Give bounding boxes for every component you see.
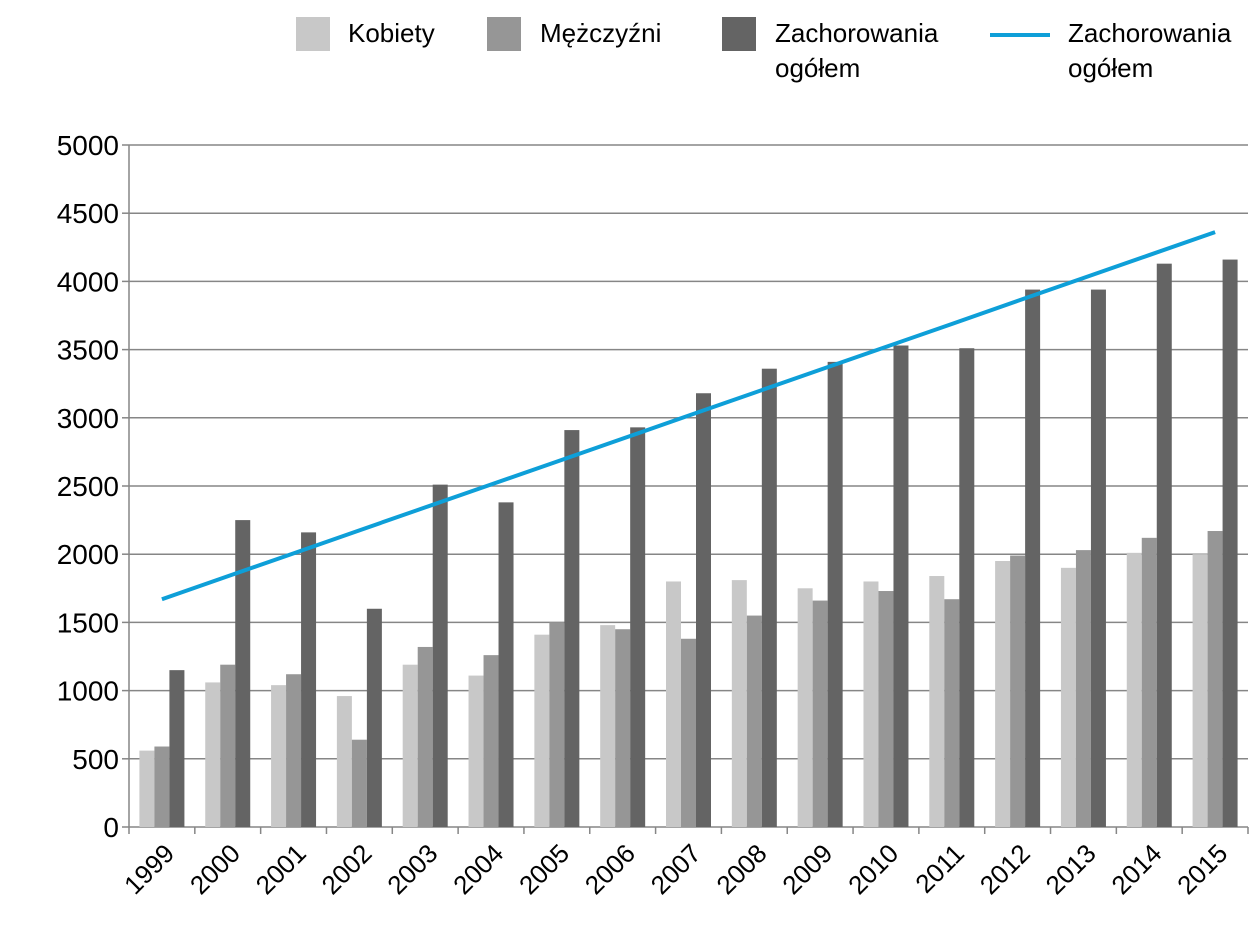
legend-swatch [296,17,330,51]
y-tick-label: 0 [103,812,119,843]
legend-label: Zachorowania ogółem [1068,18,1232,83]
legend-line [990,33,1050,37]
bar [432,484,448,827]
trend-line [161,230,1216,602]
legend-swatch [722,17,756,51]
bar [534,634,550,827]
bar [878,591,894,827]
y-tick-label: 1000 [57,676,119,707]
x-tick-label: 2014 [1105,838,1167,900]
x-tick-label: 2009 [776,838,838,900]
bar [154,746,170,827]
bar [827,361,843,827]
bar [498,502,514,827]
bar [366,608,382,827]
y-tick-label: 500 [72,744,119,775]
bar [959,348,975,827]
x-tick-label: 2015 [1171,838,1233,900]
legend-label: Kobiety [348,18,435,48]
bar [271,685,287,827]
bar [351,739,367,827]
x-tick-label: 2011 [909,838,970,899]
y-tick-label: 4000 [57,266,119,297]
x-tick-label: 2007 [645,838,707,900]
bar [893,345,909,827]
x-tick-label: 1999 [118,838,180,900]
bar [746,615,762,827]
bar [235,520,251,827]
bar [564,430,580,827]
bar [731,580,747,827]
bar [1090,289,1106,828]
legend-label: Mężczyźni [540,18,662,48]
bar [549,622,565,827]
y-tick-label: 2000 [57,539,119,570]
x-tick-label: 2004 [447,838,509,900]
x-tick-label: 2001 [250,838,312,900]
x-tick-label: 2010 [842,838,904,900]
bar [286,674,302,827]
bar [1207,531,1223,827]
bar [863,581,879,827]
bar [1141,537,1157,827]
bar [995,561,1011,827]
legend-label: Zachorowania ogółem [775,18,939,83]
bar [761,368,777,827]
x-tick-label: 2002 [316,838,378,900]
bar [1010,555,1026,827]
bar [1156,263,1172,828]
bar [468,675,484,827]
bar [483,655,499,827]
legend-swatch [487,17,521,51]
bar [1222,259,1238,827]
bar [797,588,813,827]
x-tick-label: 2000 [184,838,246,900]
bar [681,638,696,827]
bar [696,393,711,827]
y-tick-label: 5000 [57,130,119,161]
x-tick-label: 2005 [513,838,575,900]
bar [615,629,631,827]
bar [220,664,236,827]
bar [944,599,960,827]
x-tick-label: 2006 [579,838,641,900]
bar [205,682,221,827]
y-tick-label: 4500 [57,198,119,229]
bar [812,600,828,827]
bar [600,625,616,827]
y-tick-label: 3500 [57,335,119,366]
bar [336,696,352,827]
x-tick-label: 2003 [381,838,443,900]
x-tick-label: 2013 [1040,838,1102,900]
bar [1060,567,1076,827]
bar [1075,550,1091,827]
bar [1192,554,1208,827]
bar [417,646,433,827]
bar [301,532,317,827]
y-tick-label: 2500 [57,471,119,502]
bar [1126,552,1142,827]
y-tick-label: 3000 [57,403,119,434]
bar [630,427,646,827]
bar [402,664,418,827]
bar [169,670,185,827]
bar [139,750,155,827]
bar [929,576,945,827]
y-tick-label: 1500 [57,607,119,638]
bar [1025,289,1041,828]
bar [666,581,681,827]
x-tick-label: 2012 [974,838,1036,900]
x-tick-label: 2008 [710,838,772,900]
